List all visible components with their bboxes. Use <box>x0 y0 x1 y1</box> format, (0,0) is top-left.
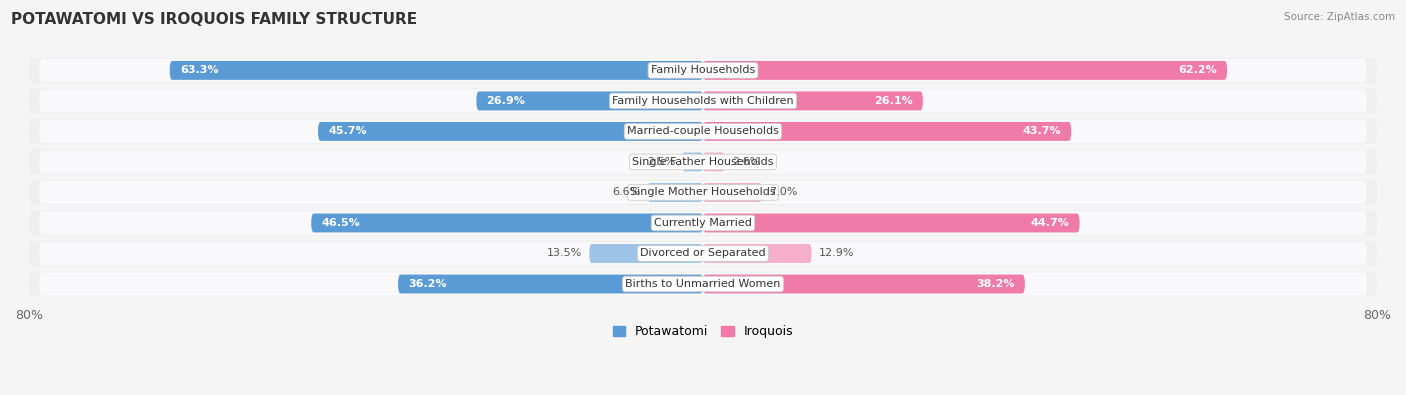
Text: Family Households: Family Households <box>651 66 755 75</box>
Text: 43.7%: 43.7% <box>1022 126 1062 136</box>
FancyBboxPatch shape <box>30 119 1376 144</box>
Text: Single Father Households: Single Father Households <box>633 157 773 167</box>
Text: Source: ZipAtlas.com: Source: ZipAtlas.com <box>1284 12 1395 22</box>
FancyBboxPatch shape <box>39 89 1367 113</box>
FancyBboxPatch shape <box>30 180 1376 205</box>
Text: 13.5%: 13.5% <box>547 248 582 258</box>
FancyBboxPatch shape <box>682 152 703 171</box>
FancyBboxPatch shape <box>39 181 1367 204</box>
FancyBboxPatch shape <box>703 92 922 110</box>
Text: 2.6%: 2.6% <box>731 157 761 167</box>
Text: POTAWATOMI VS IROQUOIS FAMILY STRUCTURE: POTAWATOMI VS IROQUOIS FAMILY STRUCTURE <box>11 12 418 27</box>
FancyBboxPatch shape <box>39 242 1367 265</box>
FancyBboxPatch shape <box>477 92 703 110</box>
FancyBboxPatch shape <box>30 149 1376 175</box>
FancyBboxPatch shape <box>703 183 762 202</box>
Text: Single Mother Households: Single Mother Households <box>630 188 776 198</box>
FancyBboxPatch shape <box>30 211 1376 235</box>
FancyBboxPatch shape <box>30 58 1376 83</box>
FancyBboxPatch shape <box>39 59 1367 82</box>
Text: 45.7%: 45.7% <box>328 126 367 136</box>
Text: 63.3%: 63.3% <box>180 66 218 75</box>
Legend: Potawatomi, Iroquois: Potawatomi, Iroquois <box>607 320 799 343</box>
FancyBboxPatch shape <box>39 273 1367 295</box>
Text: 62.2%: 62.2% <box>1178 66 1218 75</box>
Text: 6.6%: 6.6% <box>613 188 641 198</box>
Text: Currently Married: Currently Married <box>654 218 752 228</box>
Text: 38.2%: 38.2% <box>976 279 1015 289</box>
FancyBboxPatch shape <box>39 120 1367 143</box>
FancyBboxPatch shape <box>703 122 1071 141</box>
Text: Divorced or Separated: Divorced or Separated <box>640 248 766 258</box>
FancyBboxPatch shape <box>647 183 703 202</box>
FancyBboxPatch shape <box>703 61 1227 80</box>
Text: 26.1%: 26.1% <box>875 96 912 106</box>
FancyBboxPatch shape <box>703 152 725 171</box>
Text: 44.7%: 44.7% <box>1031 218 1070 228</box>
Text: 12.9%: 12.9% <box>818 248 853 258</box>
FancyBboxPatch shape <box>30 271 1376 297</box>
FancyBboxPatch shape <box>30 88 1376 113</box>
Text: 7.0%: 7.0% <box>769 188 797 198</box>
FancyBboxPatch shape <box>703 275 1025 293</box>
Text: 2.5%: 2.5% <box>647 157 675 167</box>
FancyBboxPatch shape <box>39 150 1367 173</box>
FancyBboxPatch shape <box>39 211 1367 235</box>
FancyBboxPatch shape <box>318 122 703 141</box>
Text: Births to Unmarried Women: Births to Unmarried Women <box>626 279 780 289</box>
FancyBboxPatch shape <box>589 244 703 263</box>
FancyBboxPatch shape <box>170 61 703 80</box>
FancyBboxPatch shape <box>30 241 1376 266</box>
Text: Married-couple Households: Married-couple Households <box>627 126 779 136</box>
Text: 26.9%: 26.9% <box>486 96 526 106</box>
Text: 36.2%: 36.2% <box>408 279 447 289</box>
Text: Family Households with Children: Family Households with Children <box>612 96 794 106</box>
FancyBboxPatch shape <box>398 275 703 293</box>
FancyBboxPatch shape <box>703 244 811 263</box>
FancyBboxPatch shape <box>703 214 1080 232</box>
FancyBboxPatch shape <box>311 214 703 232</box>
Text: 46.5%: 46.5% <box>322 218 360 228</box>
